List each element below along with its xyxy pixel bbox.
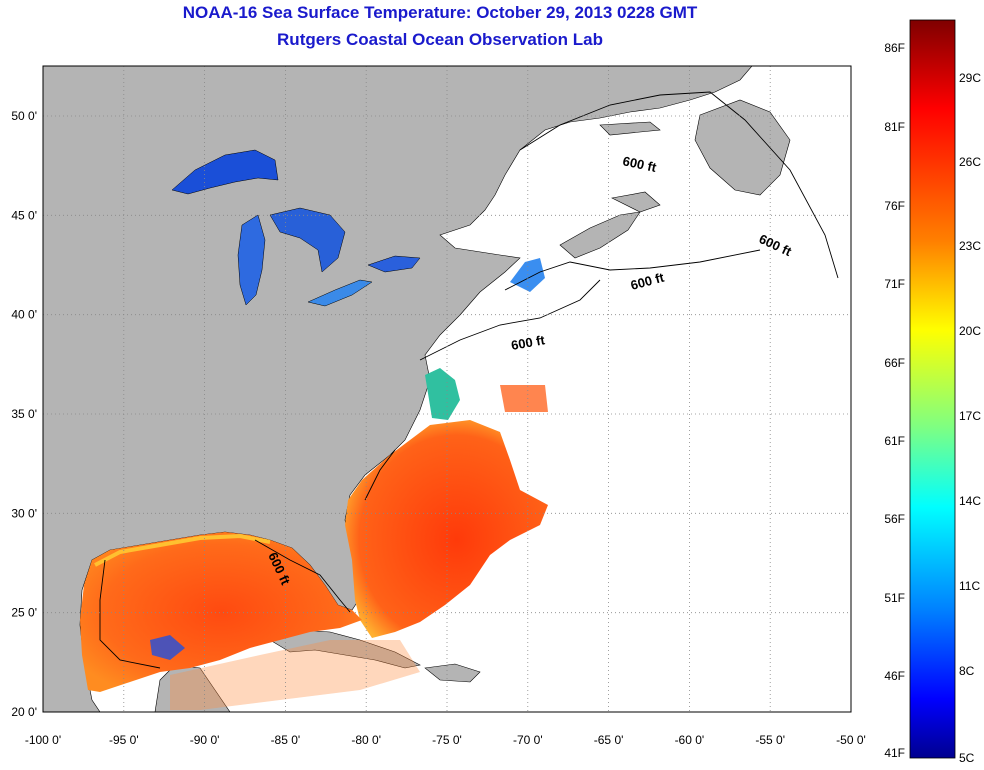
longitude-tick-label: -50 0' xyxy=(836,733,866,747)
longitude-labels: -100 0' -95 0' -90 0' -85 0' -80 0' -75 0' -70… xyxy=(25,733,866,747)
colorbar-celsius-labels: 29C 26C 23C 20C 17C 14C 11C 8C 5C xyxy=(959,71,981,765)
map-subtitle: Rutgers Coastal Ocean Observation Lab xyxy=(277,30,603,49)
latitude-labels: 50 0' 45 0' 40 0' 35 0' 30 0' 25 0' 20 0' xyxy=(11,109,37,719)
sst-mid-atlantic xyxy=(425,368,460,420)
longitude-tick-label: -95 0' xyxy=(109,733,139,747)
sst-caribbean xyxy=(170,640,420,710)
colorbar-c-label: 14C xyxy=(959,494,981,508)
land-cape-breton xyxy=(611,191,661,213)
latitude-tick-label: 45 0' xyxy=(11,208,37,222)
longitude-tick-label: -55 0' xyxy=(755,733,785,747)
map-frame xyxy=(42,65,852,713)
colorbar-f-label: 76F xyxy=(884,199,905,213)
map-title: NOAA-16 Sea Surface Temperature: October… xyxy=(182,3,698,22)
latitude-tick-label: 20 0' xyxy=(11,705,37,719)
isobath-label: 600 ft xyxy=(510,332,547,353)
land-newfoundland xyxy=(694,99,791,196)
sst-gulf-cool-patch xyxy=(150,635,185,660)
land-hispaniola xyxy=(424,663,481,683)
longitude-tick-label: -65 0' xyxy=(594,733,624,747)
sst-gulf-coastal-band xyxy=(94,533,271,567)
sst-atlantic-warm xyxy=(345,420,548,638)
colorbar-c-label: 11C xyxy=(959,579,980,593)
latitude-tick-label: 25 0' xyxy=(11,606,37,620)
colorbar xyxy=(909,19,956,759)
colorbar-fahrenheit-labels: 86F 81F 76F 71F 66F 61F 56F 51F 46F 41F xyxy=(884,41,905,760)
lake-huron xyxy=(269,207,346,273)
colorbar-c-label: 29C xyxy=(959,71,981,85)
latitude-tick-label: 35 0' xyxy=(11,407,37,421)
lake-erie xyxy=(307,279,373,307)
latitude-tick-label: 30 0' xyxy=(11,506,37,520)
lake-ontario xyxy=(367,255,421,273)
colorbar-c-label: 5C xyxy=(959,751,975,765)
land-nova-scotia xyxy=(559,211,641,259)
colorbar-c-label: 26C xyxy=(959,155,981,169)
longitude-tick-label: -85 0' xyxy=(271,733,301,747)
longitude-tick-label: -60 0' xyxy=(675,733,705,747)
colorbar-c-label: 17C xyxy=(959,409,981,423)
longitude-tick-label: -100 0' xyxy=(25,733,61,747)
colorbar-f-label: 61F xyxy=(884,434,905,448)
land-north-america xyxy=(43,66,753,712)
longitude-tick-label: -75 0' xyxy=(432,733,462,747)
sst-mid-atlantic-warm xyxy=(500,385,548,412)
colorbar-c-label: 20C xyxy=(959,324,981,338)
colorbar-f-label: 46F xyxy=(884,669,905,683)
isobath-label: 600 ft xyxy=(621,153,658,175)
lake-michigan xyxy=(237,214,266,306)
land-anticosti xyxy=(599,121,661,136)
lake-superior xyxy=(171,149,279,195)
isobath-600ft xyxy=(99,91,839,669)
land-cuba xyxy=(269,629,421,669)
colorbar-f-label: 66F xyxy=(884,356,905,370)
longitude-tick-label: -90 0' xyxy=(190,733,220,747)
graticule xyxy=(43,66,851,712)
colorbar-f-label: 51F xyxy=(884,591,905,605)
sst-gulf-of-mexico xyxy=(80,532,362,692)
colorbar-f-label: 71F xyxy=(884,277,905,291)
colorbar-f-label: 86F xyxy=(884,41,905,55)
latitude-tick-label: 50 0' xyxy=(11,109,37,123)
longitude-tick-label: -70 0' xyxy=(513,733,543,747)
colorbar-f-label: 81F xyxy=(884,120,905,134)
colorbar-f-label: 56F xyxy=(884,512,905,526)
latitude-tick-label: 40 0' xyxy=(11,308,37,322)
colorbar-c-label: 8C xyxy=(959,664,975,678)
longitude-tick-label: -80 0' xyxy=(351,733,381,747)
land-yucatan xyxy=(154,664,231,712)
colorbar-f-label: 41F xyxy=(884,746,905,760)
colorbar-c-label: 23C xyxy=(959,239,981,253)
